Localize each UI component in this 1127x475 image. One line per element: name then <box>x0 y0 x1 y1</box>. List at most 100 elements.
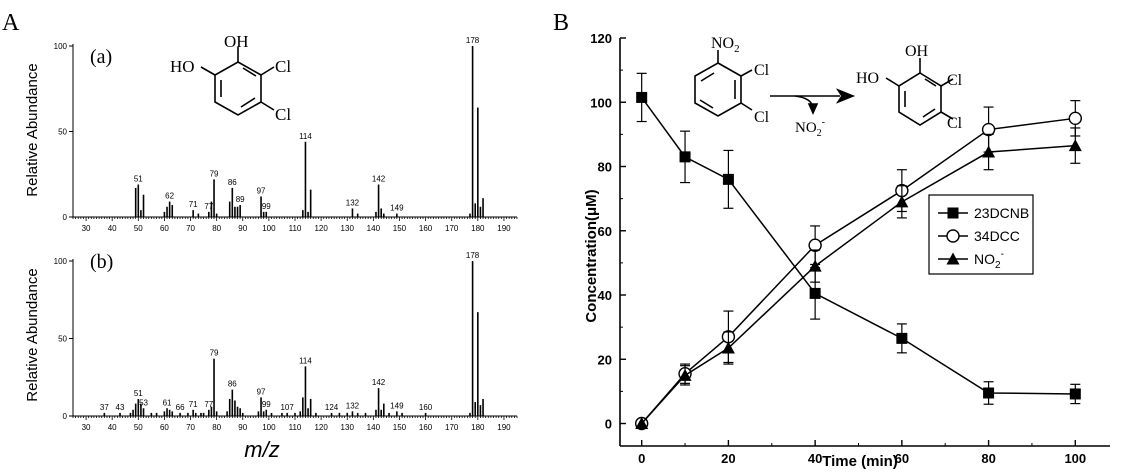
panel-b-letter: B <box>553 10 569 36</box>
struct-b-ho: HO <box>856 70 879 87</box>
x-tick-label: 170 <box>445 224 459 233</box>
y-tick-label: 60 <box>598 224 612 239</box>
data-point <box>679 151 691 163</box>
peak-label: 43 <box>116 403 125 412</box>
data-point <box>721 341 735 354</box>
x-tick-label: 160 <box>419 423 433 432</box>
y-tick-label: 40 <box>598 288 612 303</box>
data-point <box>808 238 822 252</box>
x-tick-label: 180 <box>471 423 485 432</box>
legend-label: 23DCNB <box>974 205 1029 221</box>
x-tick-label: 60 <box>160 224 169 233</box>
benzene-ring <box>694 62 742 117</box>
spectrum-b-ticks: 0 50 100 30 40 50 60 70 80 90 100 110 120 130 140 150 16… <box>54 257 518 432</box>
legend-label-sup: - <box>1001 249 1004 260</box>
spectrum-a-axes <box>72 44 517 218</box>
struct-b-reactant-cl-1: Cl <box>754 62 770 79</box>
spectrum-a-ylabel: Relative Abundance <box>24 63 41 196</box>
y-tick-label: 20 <box>598 352 612 367</box>
x-tick-label: 50 <box>134 224 143 233</box>
spectrum-a-subplot-label: (a) <box>90 46 112 68</box>
x-tick-label: 130 <box>341 224 355 233</box>
x-tick-label: 130 <box>341 423 355 432</box>
y-tick-label: 50 <box>58 128 67 137</box>
x-tick-label: 30 <box>82 423 91 432</box>
x-tick-label: 70 <box>186 224 195 233</box>
x-tick-label: 160 <box>419 224 433 233</box>
data-point <box>1068 139 1082 152</box>
data-point <box>636 91 648 103</box>
peak-label: 86 <box>228 178 237 187</box>
x-tick-label: 100 <box>262 224 276 233</box>
peak-label: 61 <box>163 398 172 407</box>
peak-label: 97 <box>257 387 266 396</box>
x-tick-label: 170 <box>445 423 459 432</box>
peak-label: 97 <box>257 186 266 195</box>
x-tick-label: 140 <box>367 423 381 432</box>
time-course-ticks: 0 20 40 60 80 100 120 0 20 40 60 80 100 <box>590 31 1086 466</box>
spectrum-b-peaks <box>103 261 484 416</box>
peak-label: 71 <box>189 200 198 209</box>
reaction-arrow <box>770 88 856 115</box>
peak-label: 114 <box>299 132 312 141</box>
structure-34dcc-a <box>200 47 275 116</box>
legend-marker <box>946 229 960 243</box>
x-tick-label: 90 <box>238 224 247 233</box>
structure-34dcc-b <box>885 58 954 126</box>
x-tick-label: 150 <box>393 423 407 432</box>
x-tick-label: 110 <box>289 423 302 432</box>
time-course-ylabel: Concentration(μM) <box>583 189 600 322</box>
peak-label: 79 <box>210 349 219 358</box>
y-tick-label: 0 <box>605 417 612 432</box>
struct-b-no2: NO2 <box>711 35 740 55</box>
arrow-no2-byproduct: NO2- <box>795 117 825 139</box>
spectrum-xlabel: m/z <box>244 437 279 462</box>
peak-label: 79 <box>210 169 219 178</box>
peak-label: 89 <box>236 195 245 204</box>
spectrum-b-subplot-label: (b) <box>90 251 113 273</box>
legend-label-sub: 2 <box>995 260 1001 271</box>
peak-label: 66 <box>176 403 185 412</box>
legend-label-main: NO <box>974 251 995 267</box>
legend-marker <box>947 207 959 219</box>
y-tick-label: 120 <box>590 31 612 46</box>
x-tick-label: 150 <box>393 224 407 233</box>
peak-label: 99 <box>262 400 271 409</box>
time-course-series <box>634 72 1083 431</box>
struct-b-cl-1: Cl <box>947 72 963 89</box>
peak-label: 51 <box>134 175 143 184</box>
x-tick-label: 110 <box>289 224 302 233</box>
struct-a-ho: HO <box>170 57 195 76</box>
peak-label: 160 <box>419 403 433 412</box>
legend-marker <box>946 252 960 265</box>
peak-label: 124 <box>325 403 339 412</box>
peak-label: 178 <box>466 251 480 260</box>
peak-label: 132 <box>346 401 360 410</box>
x-tick-label: 190 <box>497 224 511 233</box>
x-tick-label: 120 <box>314 224 328 233</box>
data-point <box>895 195 909 208</box>
time-course-plot: 0 20 40 60 80 100 120 0 20 40 60 80 100 <box>590 31 1110 466</box>
x-tick-label: 60 <box>160 423 169 432</box>
peak-label: 77 <box>204 202 213 211</box>
data-point <box>1069 388 1081 400</box>
peak-label: 71 <box>189 400 198 409</box>
panel-a-letter: A <box>2 10 20 36</box>
spectrum-b-ylabel: Relative Abundance <box>24 268 41 401</box>
structure-23dcnb <box>694 50 753 117</box>
x-tick-label: 20 <box>721 451 735 466</box>
x-tick-label: 80 <box>212 224 221 233</box>
spectrum-a-peak-labels: 51 62 71 77 79 86 89 97 99 114 132 142 149 178 <box>134 36 480 213</box>
data-point <box>1068 111 1083 126</box>
peak-label: 53 <box>139 398 148 407</box>
x-tick-label: 140 <box>367 224 381 233</box>
struct-a-cl-1: Cl <box>275 57 291 76</box>
peak-label: 99 <box>262 202 271 211</box>
time-course-xlabel: Time (min) <box>822 453 898 470</box>
spectrum-a-ticks: 0 50 100 30 40 50 60 70 80 90 100 110 120 130 140 150 16… <box>54 42 518 233</box>
x-tick-label: 100 <box>262 423 276 432</box>
y-tick-label: 0 <box>63 412 68 421</box>
x-tick-label: 0 <box>638 451 645 466</box>
spectrum-b-plot: Relative Abundance (b) 0 50 100 30 40 50 60 70 8… <box>24 251 518 432</box>
